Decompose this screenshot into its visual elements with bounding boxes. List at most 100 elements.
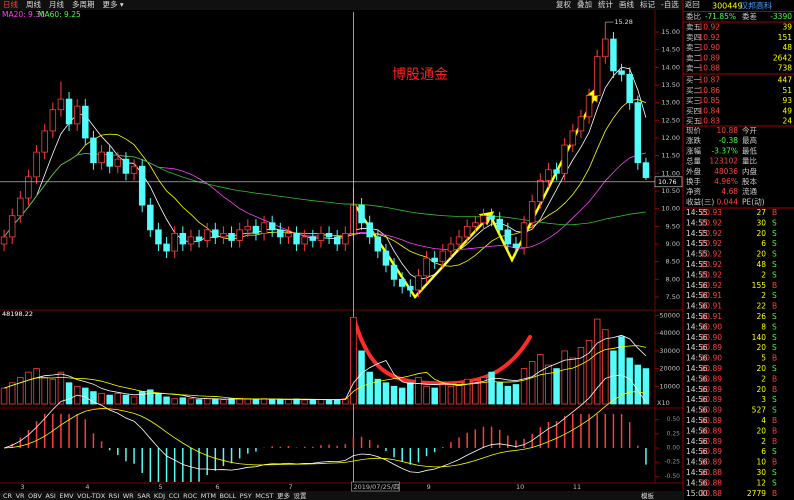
toolbar-tab[interactable]: 日线 [3,0,18,9]
trade-time: 14:56 [686,302,708,311]
quote-value: -3390 [770,12,792,21]
indicator-tab[interactable]: 更多 [277,491,291,500]
trade-time: 14:56 [686,354,708,363]
indicator-tab[interactable]: MTM [201,492,216,500]
trade-side: S [772,270,777,279]
indicator-tab[interactable]: RSI [109,492,120,500]
trade-volume: 6 [761,239,766,248]
volume-bar [203,398,211,405]
trade-price: 10.92 [701,239,723,248]
volume-bar [366,371,373,405]
indicator-tab[interactable]: KDJ [154,492,165,500]
trade-price: 10.89 [701,385,723,394]
volume-tick-label: 50000 [659,312,680,320]
book-label: 卖一 [686,64,701,73]
book-label: 卖二 [686,53,701,62]
toolbar-button[interactable]: 叠加 [577,0,592,9]
volume-bar [488,371,495,405]
indicator-tab[interactable]: VR [16,492,25,500]
toolbar-button[interactable]: 返回 [685,0,700,9]
volume-bar [106,394,113,405]
candle-body [285,232,292,238]
trade-price: 10.89 [701,374,723,383]
candle-body [195,236,203,241]
volume-bar [569,357,577,405]
candle-body [147,204,154,231]
indicator-tab[interactable]: WR [123,492,134,500]
stat-label: 涨跌 [686,135,701,145]
toolbar-button[interactable]: 画线 [619,0,634,9]
volume-bar [293,398,300,405]
toolbar-tab[interactable]: 更多 ▾ [103,0,124,9]
volume-bar [545,364,552,405]
indicator-tab[interactable]: CR [3,492,13,500]
trade-side: S [772,229,777,238]
indicator-tab[interactable]: ASI [45,492,56,500]
candle-body [504,229,512,245]
volume-bar [90,391,97,405]
volume-bar [8,382,16,405]
trade-price: 10.92 [701,260,723,269]
trade-time: 14:55 [686,239,708,248]
trade-price: 10.90 [701,333,723,342]
volume-bar [358,350,365,405]
candle-body [73,105,81,125]
stat-value: 4.68 [721,187,738,196]
stat-value: 4.96% [714,177,738,186]
trade-side: S [772,478,777,487]
toolbar-tab[interactable]: 周线 [26,0,41,9]
indicator-tab[interactable]: EMV [59,492,74,500]
indicator-tab[interactable]: 设置 [293,491,307,500]
volume-bar [333,399,341,405]
indicator-tab[interactable]: VOL-TDX [77,492,106,500]
candle-body [25,176,32,199]
toolbar-button[interactable]: 复权 [556,0,571,9]
candle-body [309,236,317,241]
trade-side: B [772,385,777,394]
trade-price: 10.89 [701,458,723,467]
trade-side: S [772,322,777,331]
trade-side: B [772,281,777,290]
trade-side: S [772,250,777,259]
macd-tick-label: 0.00 [667,445,681,452]
indicator-tab[interactable]: BOLL [219,492,236,500]
indicator-tab[interactable]: ROC [183,492,198,500]
book-label: 买一 [686,76,701,85]
candle-body [618,70,625,75]
candle-body [463,225,471,238]
trade-time: 14:56 [686,406,708,415]
trade-time: 14:56 [686,458,708,467]
volume-bar [268,398,276,405]
volume-bar [577,346,585,405]
candle-body [220,232,227,238]
indicator-tab[interactable]: OBV [28,492,42,500]
toolbar-tab[interactable]: 月线 [49,0,64,9]
candle-body [65,98,73,125]
book-volume: 2642 [773,53,792,62]
y-tick-label: 12.50 [661,116,680,124]
trade-price: 10.88 [701,478,723,487]
template-button[interactable]: 模板 [641,491,655,500]
trade-time: 14:56 [686,426,708,435]
volume-bar [309,399,317,405]
candle-body [366,222,373,238]
trade-volume: 20 [756,364,766,373]
indicator-tab[interactable]: PSY [240,492,252,500]
toolbar-button[interactable]: 统计 [598,0,613,9]
toolbar-button[interactable]: 标记 [640,0,655,9]
x-tick-label: 7 [288,483,292,491]
volume-bar [82,387,89,405]
candle-body [138,165,146,206]
candle-body [293,232,300,245]
indicator-tab[interactable]: SAR [137,492,151,500]
y-tick-label: 10.00 [661,205,680,213]
indicator-tab[interactable]: MCST [255,492,273,500]
candle-body [98,151,105,164]
toolbar-button[interactable]: -自选 [661,0,679,9]
volume-bar [374,378,382,405]
trade-volume: 155 [752,281,767,290]
indicator-tab[interactable]: CCI [169,492,180,500]
stat-label: 涨幅 [686,145,701,155]
toolbar-tab[interactable]: 多周期 [72,0,95,9]
candle-body [0,236,8,245]
